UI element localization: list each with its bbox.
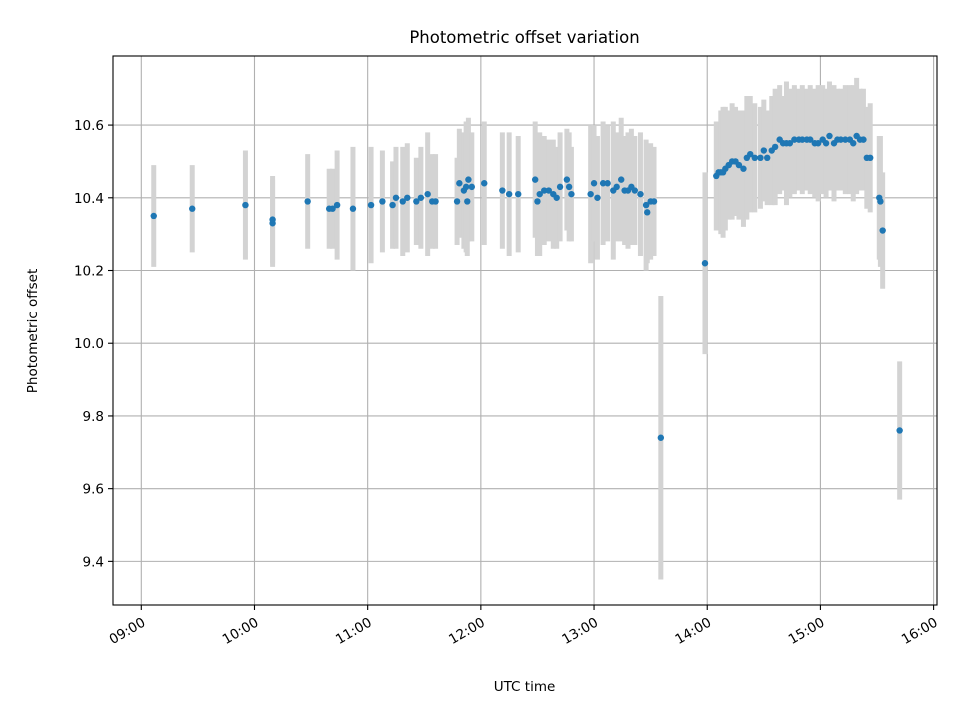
data-point	[814, 140, 822, 147]
data-point	[613, 183, 620, 191]
data-point	[399, 198, 406, 205]
data-point	[587, 190, 594, 198]
data-point	[650, 198, 658, 205]
y-axis-ticks: 9.4 9.6 9.8 10.0 10.2 10.4 10.6	[74, 118, 113, 570]
data-point	[747, 150, 754, 158]
data-point	[389, 201, 396, 209]
data-point	[417, 194, 425, 201]
data-point	[850, 140, 857, 147]
y-tick-label: 10.4	[74, 191, 104, 207]
data-point	[657, 434, 665, 441]
data-point	[304, 198, 311, 205]
y-tick-label: 9.4	[83, 554, 104, 570]
data-point	[860, 136, 867, 143]
data-point	[150, 212, 157, 220]
data-point	[329, 205, 336, 212]
data-point	[599, 180, 607, 187]
data-point	[644, 209, 651, 216]
data-point	[837, 136, 844, 143]
data-point	[565, 183, 573, 191]
data-point	[413, 198, 420, 205]
data-point	[751, 154, 758, 162]
data-point	[604, 180, 611, 187]
data-point	[462, 183, 470, 191]
data-point	[822, 140, 830, 147]
grid	[113, 56, 937, 605]
data-point	[786, 140, 794, 147]
data-point	[826, 132, 833, 140]
data-point	[590, 180, 598, 187]
data-point	[642, 201, 650, 209]
data-point	[242, 201, 249, 209]
data-point	[799, 136, 806, 143]
data-point	[701, 260, 709, 267]
data-point	[637, 190, 644, 198]
data-point	[505, 190, 513, 198]
x-axis-label: UTC time	[494, 679, 556, 695]
data-point	[735, 161, 743, 169]
data-point	[553, 194, 560, 201]
data-point	[432, 198, 439, 205]
data-point	[534, 198, 541, 205]
data-point	[563, 176, 571, 183]
data-point	[531, 176, 539, 183]
y-axis-label: Photometric offset	[25, 269, 41, 393]
data-point	[896, 427, 903, 434]
data-point	[453, 198, 461, 205]
data-point	[468, 183, 476, 191]
y-tick-label: 10.6	[74, 118, 104, 134]
plot-frame	[112, 55, 938, 606]
data-point	[379, 198, 386, 205]
data-point	[791, 136, 798, 143]
y-tick-label: 10.0	[74, 336, 104, 352]
y-tick-label: 9.6	[83, 482, 104, 498]
data-point	[349, 205, 357, 212]
data-point	[594, 194, 601, 201]
data-point	[618, 176, 625, 183]
data-point	[879, 227, 886, 234]
data-point	[499, 187, 506, 194]
data-point	[404, 194, 411, 201]
y-tick-label: 9.8	[83, 409, 104, 425]
chart-title: Photometric offset variation	[409, 28, 639, 47]
data-point	[464, 198, 471, 205]
data-point	[515, 190, 522, 198]
data-point	[465, 176, 472, 183]
data-points	[150, 132, 903, 441]
data-point	[392, 194, 400, 201]
data-point	[456, 180, 463, 187]
data-point	[760, 147, 768, 154]
data-point	[631, 187, 638, 194]
data-point	[541, 187, 548, 194]
data-point	[877, 198, 884, 205]
data-point	[764, 154, 771, 162]
data-point	[367, 201, 375, 209]
data-point	[481, 180, 488, 187]
data-point	[740, 165, 747, 172]
data-point	[536, 190, 543, 198]
data-point	[545, 187, 552, 194]
data-point	[771, 143, 779, 151]
data-point	[807, 136, 814, 143]
data-point	[568, 190, 575, 198]
data-point	[842, 136, 849, 143]
data-point	[189, 205, 196, 212]
data-point	[269, 216, 276, 223]
data-point	[757, 154, 764, 162]
data-point	[424, 190, 431, 198]
data-point	[867, 154, 874, 162]
data-point	[333, 201, 341, 209]
y-tick-label: 10.2	[74, 264, 104, 280]
data-point	[556, 183, 564, 191]
